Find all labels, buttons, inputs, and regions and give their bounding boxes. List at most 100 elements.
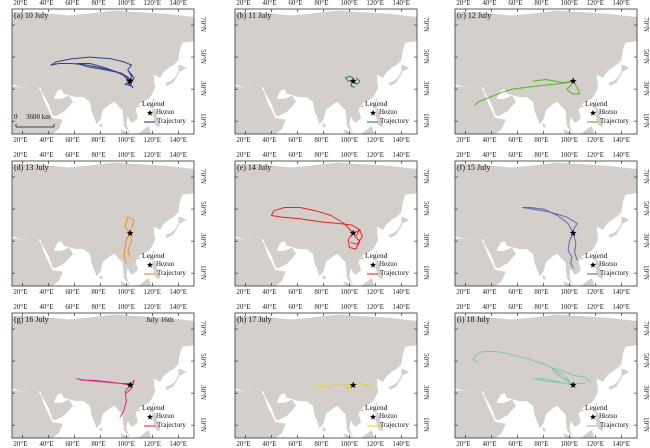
land-mass-1 [235, 85, 286, 134]
panel-date-label: July 16th [146, 315, 174, 324]
land-mass-3 [562, 433, 574, 438]
x-tick-label-bottom: 100°E [560, 440, 578, 448]
x-tick-label-bottom: 80°E [314, 288, 329, 296]
land-mass-5 [152, 412, 161, 432]
x-tick-label-top: 120°E [366, 303, 384, 311]
x-tick-label-bottom: 140°E [392, 288, 410, 296]
land-mass-3 [119, 129, 131, 134]
x-tick-label-top: 60°E [508, 0, 523, 7]
x-tick-label-bottom: 120°E [366, 440, 384, 448]
x-tick-label-bottom: 20°E [456, 136, 471, 144]
x-tick-label-top: 40°E [39, 0, 54, 7]
x-tick-label-top: 100°E [340, 151, 358, 159]
y-tick-label: 30°N [198, 81, 207, 97]
x-tick-label-top: 140°E [169, 151, 187, 159]
land-mass-1 [455, 237, 506, 286]
land-mass-3 [119, 281, 131, 286]
trajectory-line-i-1 [550, 367, 591, 386]
legend-title: Legend [142, 403, 165, 412]
x-tick-label-bottom: 100°E [560, 288, 578, 296]
station-star-icon [569, 77, 577, 85]
trajectory-line-c-1 [566, 80, 581, 95]
map-panel-d: (d) 13 July Legend Hezuo Trajectory 20°E 20°E… [11, 152, 207, 296]
y-tick-label: 50°N [641, 201, 650, 216]
map-panel-e: (e) 14 July Legend Hezuo Trajectory 20°E 20°E… [234, 152, 430, 296]
x-tick-label-top: 40°E [482, 151, 497, 159]
legend-station-label: Hezuo [379, 412, 398, 420]
trajectory-line-c-2 [532, 79, 574, 84]
x-tick-label-top: 80°E [314, 151, 329, 159]
x-tick-label-top: 40°E [482, 303, 497, 311]
land-mass-4 [361, 430, 375, 438]
land-mass-6 [322, 274, 326, 280]
station-star-icon [569, 381, 577, 389]
x-tick-label-top: 60°E [65, 0, 80, 7]
x-tick-label-bottom: 80°E [314, 136, 329, 144]
y-tick-label: 30°N [421, 385, 430, 401]
y-tick-label: 50°N [198, 49, 207, 64]
trajectory-line-g-1 [119, 384, 131, 418]
x-tick-label-bottom: 40°E [39, 440, 54, 448]
trajectory-line-a-1 [76, 63, 131, 82]
x-tick-label-top: 80°E [314, 0, 329, 7]
map-svg-i [454, 312, 638, 439]
x-tick-label-bottom: 60°E [65, 288, 80, 296]
land-mass-4 [581, 126, 595, 134]
x-tick-label-bottom: 100°E [117, 136, 135, 144]
x-tick-label-bottom: 20°E [13, 440, 28, 448]
land-mass-8 [595, 249, 598, 254]
panel-title: (g) 16 July [14, 315, 49, 324]
land-mass-3 [562, 129, 574, 134]
station-star-icon [349, 381, 357, 389]
x-tick-label-top: 80°E [91, 0, 106, 7]
x-tick-label-bottom: 120°E [586, 440, 604, 448]
x-tick-label-top: 40°E [262, 151, 277, 159]
x-tick-label-bottom: 120°E [143, 288, 161, 296]
x-tick-label-top: 140°E [169, 303, 187, 311]
land-mass-0 [455, 10, 637, 134]
x-tick-label-bottom: 100°E [560, 136, 578, 144]
x-tick-label-bottom: 120°E [366, 288, 384, 296]
land-mass-2 [388, 65, 410, 86]
x-tick-label-top: 120°E [586, 0, 604, 7]
y-tick-label: 10°N [421, 113, 430, 129]
map-panel-b: (b) 11 July Legend Hezuo Trajectory 20°E 20°E… [234, 0, 430, 144]
trajectory-line-c-0 [474, 80, 574, 106]
map-svg-g [11, 312, 195, 439]
x-tick-label-bottom: 140°E [612, 288, 630, 296]
legend-trajectory-label: Trajectory [157, 117, 186, 125]
legend-station-label: Hezuo [599, 108, 618, 116]
map-svg-b [234, 8, 418, 135]
land-mass-6 [322, 122, 326, 128]
x-tick-label-top: 140°E [612, 0, 630, 7]
y-tick-label: 30°N [198, 385, 207, 401]
land-mass-1 [455, 85, 506, 134]
x-tick-label-bottom: 100°E [340, 136, 358, 144]
legend-star-icon [589, 109, 597, 116]
land-mass-2 [165, 65, 187, 86]
trajectory-line-g-0 [76, 378, 132, 386]
land-mass-4 [138, 126, 152, 134]
land-mass-8 [152, 401, 155, 406]
land-mass-5 [375, 108, 384, 128]
land-mass-2 [388, 369, 410, 390]
land-mass-5 [595, 108, 604, 128]
legend-station-label: Hezuo [379, 260, 398, 268]
x-tick-label-top: 100°E [117, 303, 135, 311]
land-mass-1 [12, 389, 63, 438]
trajectory-line-h-0 [315, 384, 354, 388]
map-panel-c: (c) 12 July Legend Hezuo Trajectory 20°E 20°E… [454, 0, 650, 144]
land-mass-8 [595, 97, 598, 102]
land-mass-8 [375, 249, 378, 254]
x-tick-label-top: 140°E [612, 303, 630, 311]
land-mass-0 [235, 10, 417, 134]
x-tick-label-bottom: 60°E [65, 440, 80, 448]
land-mass-7 [359, 257, 364, 261]
land-mass-5 [375, 412, 384, 432]
y-tick-label: 10°N [198, 265, 207, 281]
legend-star-icon [369, 413, 377, 420]
x-tick-label-bottom: 120°E [143, 136, 161, 144]
land-mass-8 [595, 401, 598, 406]
x-tick-label-top: 80°E [314, 303, 329, 311]
land-mass-7 [579, 257, 584, 261]
